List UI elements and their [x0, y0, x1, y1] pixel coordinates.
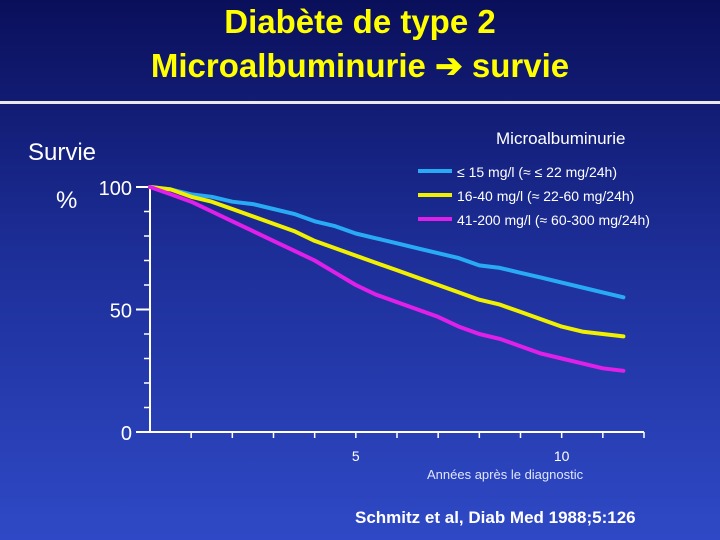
y-tick-label: 50: [110, 301, 132, 323]
series-line-3: [148, 185, 626, 373]
title-line-2: Microalbuminurie ➔ survie: [0, 44, 720, 88]
y-tick-label: 100: [99, 178, 132, 200]
y-axis-label: Survie: [28, 139, 97, 166]
title-survie: survie: [471, 47, 570, 84]
legend-label-2: 16-40 mg/l (≈ 22-60 mg/24h): [457, 188, 634, 204]
x-tick-label: 5: [352, 448, 360, 464]
y-axis-unit: %: [56, 187, 78, 214]
slide-title: Diabète de type 2 Microalbuminurie ➔ sur…: [0, 0, 720, 88]
x-tick-label: 10: [554, 448, 570, 464]
x-axis-label: Années après le diagnostic: [427, 467, 584, 482]
series-line-1: [148, 185, 626, 300]
legend-label-1: ≤ 15 mg/l (≈ ≤ 22 mg/24h): [457, 164, 617, 180]
title-line-1: Diabète de type 2: [224, 3, 496, 40]
arrow-right-icon: ➔: [435, 47, 463, 84]
title-microalbuminurie: Microalbuminurie: [150, 47, 426, 84]
y-tick-label: 0: [121, 423, 132, 445]
citation: Schmitz et al, Diab Med 1988;5:126: [355, 508, 636, 527]
legend-title: Microalbuminurie: [496, 129, 626, 148]
series-line-2: [148, 185, 626, 339]
title-divider: [0, 101, 720, 104]
legend-label-3: 41-200 mg/l (≈ 60-300 mg/24h): [457, 212, 650, 228]
